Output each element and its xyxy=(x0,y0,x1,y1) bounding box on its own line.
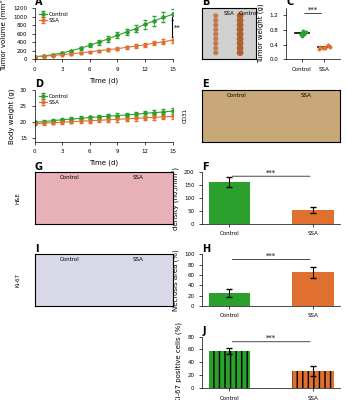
Point xyxy=(325,42,330,49)
Circle shape xyxy=(214,46,218,50)
Circle shape xyxy=(237,13,243,18)
Circle shape xyxy=(214,51,218,54)
Text: Control: Control xyxy=(59,175,79,180)
Text: SSA: SSA xyxy=(133,175,144,180)
Point xyxy=(300,28,306,34)
Point xyxy=(302,31,307,38)
Bar xyxy=(209,293,250,306)
Text: Control: Control xyxy=(227,93,247,98)
Text: ***: *** xyxy=(266,253,276,259)
Text: I: I xyxy=(35,244,38,254)
Point xyxy=(298,31,304,37)
Point xyxy=(322,45,328,52)
Text: SSA: SSA xyxy=(300,93,311,98)
Circle shape xyxy=(237,41,243,46)
Circle shape xyxy=(214,14,218,18)
Text: CD31: CD31 xyxy=(183,108,188,123)
Text: ***: *** xyxy=(308,7,318,13)
Text: F: F xyxy=(202,162,209,172)
Bar xyxy=(209,351,250,388)
Point xyxy=(320,44,326,51)
Text: ***: *** xyxy=(266,169,276,175)
Point xyxy=(301,29,306,36)
Y-axis label: Tumor weight (g): Tumor weight (g) xyxy=(257,4,264,64)
Circle shape xyxy=(237,22,243,28)
Text: G: G xyxy=(35,162,43,172)
Y-axis label: Necrosis area (%): Necrosis area (%) xyxy=(172,249,179,311)
Circle shape xyxy=(214,42,218,45)
Text: SSA: SSA xyxy=(133,257,144,262)
Bar xyxy=(209,182,250,224)
Circle shape xyxy=(214,32,218,36)
Text: A: A xyxy=(35,0,42,7)
Circle shape xyxy=(214,23,218,27)
Text: **: ** xyxy=(174,24,180,30)
Circle shape xyxy=(214,37,218,41)
Bar xyxy=(292,272,334,306)
Point xyxy=(326,43,332,49)
Point xyxy=(327,43,332,50)
X-axis label: Time (d): Time (d) xyxy=(89,78,118,84)
Point xyxy=(317,44,322,50)
Circle shape xyxy=(237,46,243,51)
Text: J: J xyxy=(202,326,206,336)
Point xyxy=(299,30,305,36)
Y-axis label: Tumor volume (mm³): Tumor volume (mm³) xyxy=(0,0,8,70)
Y-axis label: Ki-67 positive cells (%): Ki-67 positive cells (%) xyxy=(176,322,182,400)
Circle shape xyxy=(237,18,243,23)
Text: H: H xyxy=(202,244,210,254)
Circle shape xyxy=(237,36,243,41)
Text: Control: Control xyxy=(238,10,258,16)
Text: H&E: H&E xyxy=(16,192,21,204)
Y-axis label: Microvessel
density (no./mm²): Microvessel density (no./mm²) xyxy=(164,166,179,230)
Bar xyxy=(292,371,334,388)
Text: C: C xyxy=(286,0,293,7)
Point xyxy=(299,32,305,39)
Text: Control: Control xyxy=(59,257,79,262)
Text: D: D xyxy=(35,79,43,89)
Circle shape xyxy=(214,28,218,31)
Text: SSA: SSA xyxy=(224,10,235,16)
Point xyxy=(317,46,322,52)
Bar xyxy=(292,210,334,224)
Legend: Control, SSA: Control, SSA xyxy=(37,11,69,24)
Circle shape xyxy=(237,50,243,55)
Text: B: B xyxy=(202,0,210,7)
Point xyxy=(322,44,328,50)
Circle shape xyxy=(237,27,243,32)
Point xyxy=(298,30,304,37)
Text: ***: *** xyxy=(266,335,276,341)
Legend: Control, SSA: Control, SSA xyxy=(37,93,69,106)
Y-axis label: Body weight (g): Body weight (g) xyxy=(8,88,15,144)
Text: E: E xyxy=(202,79,209,89)
Text: Ki-67: Ki-67 xyxy=(16,273,21,287)
Point xyxy=(303,29,309,35)
Circle shape xyxy=(237,32,243,37)
X-axis label: Time (d): Time (d) xyxy=(89,160,118,166)
Circle shape xyxy=(214,18,218,22)
